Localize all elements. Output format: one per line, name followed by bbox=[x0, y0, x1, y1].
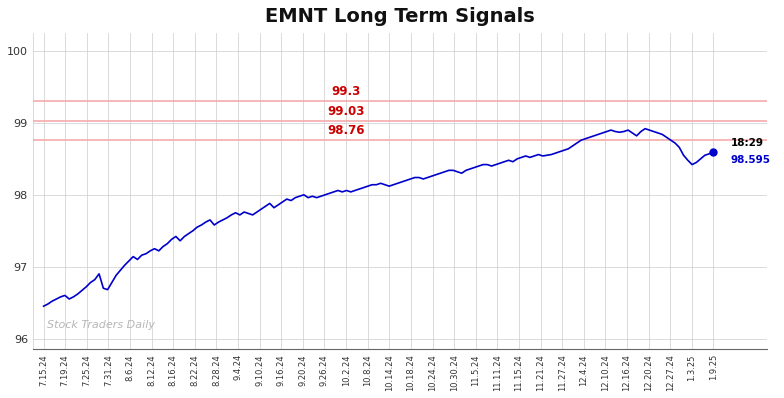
Text: 99.03: 99.03 bbox=[328, 105, 365, 118]
Text: 98.76: 98.76 bbox=[328, 124, 365, 137]
Text: 18:29: 18:29 bbox=[731, 138, 764, 148]
Text: Stock Traders Daily: Stock Traders Daily bbox=[48, 320, 155, 330]
Title: EMNT Long Term Signals: EMNT Long Term Signals bbox=[265, 7, 535, 26]
Text: 98.595: 98.595 bbox=[731, 155, 771, 165]
Text: 99.3: 99.3 bbox=[332, 86, 361, 98]
